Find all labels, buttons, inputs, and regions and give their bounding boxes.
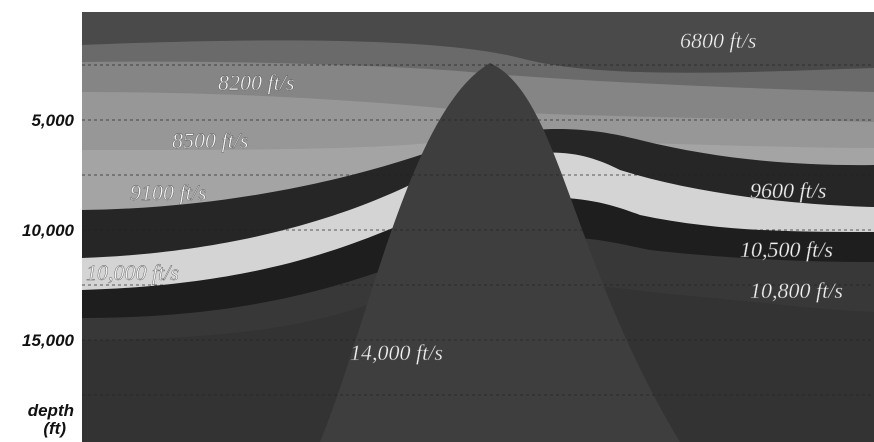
layer-label: 10,500 ft/s <box>740 237 833 262</box>
layer-label: 10,000 ft/s <box>86 260 179 285</box>
layer-label: 9100 ft/s <box>130 180 206 205</box>
layer-label: 8500 ft/s <box>172 128 248 153</box>
layer-label: 8200 ft/s <box>218 70 294 95</box>
axis-label: (ft) <box>43 419 66 438</box>
layer-label: 14,000 ft/s <box>350 340 443 365</box>
layer-label: 9600 ft/s <box>750 178 826 203</box>
layer-label: 6800 ft/s <box>680 28 756 53</box>
depth-tick: 15,000 <box>22 331 75 350</box>
axis-label: depth <box>28 401 74 420</box>
depth-tick: 10,000 <box>22 221 75 240</box>
velocity-model: 5,000 10,000 15,000 depth (ft) 6800 ft/s… <box>0 0 874 442</box>
layer-label: 10,800 ft/s <box>750 278 843 303</box>
depth-tick: 5,000 <box>31 111 74 130</box>
